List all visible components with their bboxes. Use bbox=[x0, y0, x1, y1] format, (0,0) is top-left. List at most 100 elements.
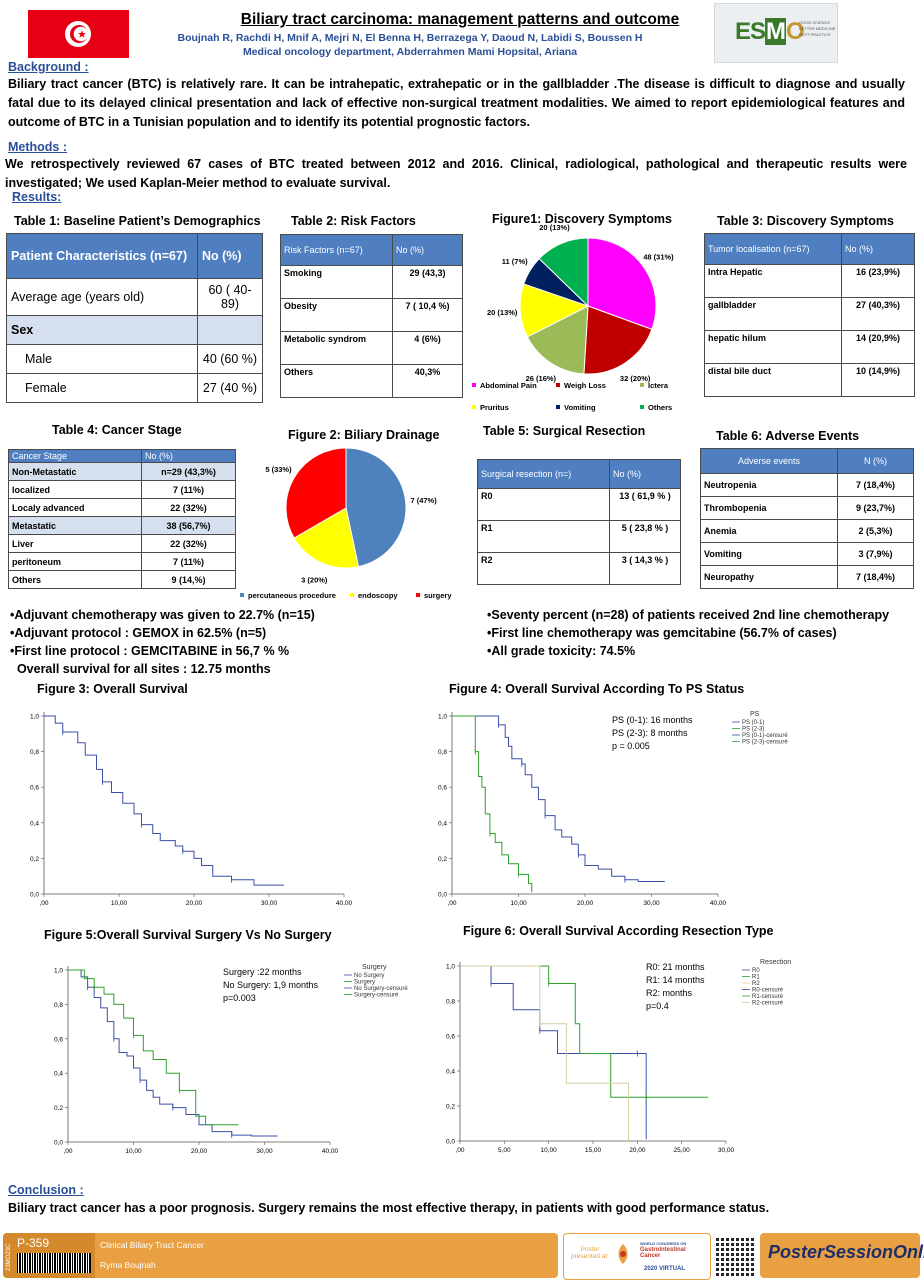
y-tick-label: 0,2 bbox=[54, 1105, 63, 1112]
legend-swatch bbox=[240, 593, 244, 597]
fig4-title: Figure 4: Overall Survival According To … bbox=[449, 682, 745, 696]
table3-cell: 10 (14,9%) bbox=[841, 363, 915, 397]
brand-text: PosterSessionOnline bbox=[768, 1242, 924, 1262]
footer-author: Ryma Boujnah bbox=[100, 1260, 156, 1270]
authors: Boujnah R, Rachdi H, Mnif A, Mejri N, El… bbox=[177, 32, 643, 44]
flag-emblem-icon bbox=[65, 21, 91, 47]
legend-label: R1-censuré bbox=[752, 994, 784, 1000]
table1-cell: 40 (60 %) bbox=[197, 344, 263, 374]
table3-cell: hepatic hilum bbox=[704, 330, 842, 364]
km-annotation: p = 0.005 bbox=[612, 741, 650, 751]
table3-cell: distal bile duct bbox=[704, 363, 842, 397]
table6-title: Table 6: Adverse Events bbox=[716, 429, 860, 443]
table1-cell: Male bbox=[6, 344, 198, 374]
y-tick-label: 0,4 bbox=[446, 1069, 455, 1076]
legend-label: Vomiting bbox=[564, 403, 596, 412]
table3-cell: Intra Hepatic bbox=[704, 264, 842, 298]
y-tick-label: 0,6 bbox=[54, 1036, 63, 1043]
footer-category: Clinical Biliary Tract Cancer bbox=[100, 1240, 204, 1250]
km-annotation: R0: 21 months bbox=[646, 962, 705, 972]
pie-slice-others bbox=[538, 237, 589, 308]
table1: Patient Characteristics (n=67) No (%) Ave… bbox=[6, 233, 263, 403]
results-heading: Results: bbox=[12, 190, 62, 204]
table6-header: Adverse events bbox=[700, 448, 838, 474]
table5-cell: 3 ( 14,3 % ) bbox=[609, 552, 681, 585]
x-tick-label: 30,00 bbox=[261, 900, 278, 907]
footer-bar: 23MO23C P-359 Clinical Biliary Tract Can… bbox=[3, 1233, 558, 1278]
x-tick-label: 40,00 bbox=[336, 900, 353, 907]
esmo-logo: ESMO GOOD SCIENCE BETTER MEDICINE BEST PRA… bbox=[714, 3, 838, 63]
fig3-km-chart: 0,0 0,2 0,4 0,6 0,8 1,0 ,00 10,00 20,00 30,00 40,0… bbox=[30, 712, 353, 907]
postersessiononline-brand[interactable]: PosterSessionOnline bbox=[760, 1233, 924, 1278]
legend-swatch bbox=[350, 593, 354, 597]
bullet: •First line protocol : GEMCITABINE in 56… bbox=[10, 644, 290, 658]
km-annotation: p=0.003 bbox=[223, 993, 256, 1003]
table2-cell: 40,3% bbox=[392, 364, 463, 398]
methods-text: We retrospectively reviewed 67 cases of … bbox=[5, 157, 907, 190]
km-annotation: No Surgery: 1,9 months bbox=[223, 980, 319, 990]
congress-logo: Poster presented at: WORLD CONGRESS ON Ga… bbox=[563, 1233, 711, 1280]
y-tick-label: 1,0 bbox=[54, 968, 63, 975]
table6-cell: Neuropathy bbox=[700, 565, 838, 589]
bullet: •Adjuvant protocol : GEMOX in 62.5% (n=5… bbox=[10, 626, 267, 640]
pie-data-label: 48 (31%) bbox=[643, 253, 674, 262]
qr-code-icon[interactable] bbox=[716, 1236, 756, 1276]
table4-cell: localized bbox=[8, 480, 142, 499]
table3-cell: 27 (40,3%) bbox=[841, 297, 915, 331]
table2-cell: 7 ( 10,4 %) bbox=[392, 298, 463, 332]
y-tick-label: 1,0 bbox=[446, 964, 455, 971]
table2: Risk Factors (n=67) No (%) Smoking 29 (43,… bbox=[280, 234, 463, 398]
table4-cell: Metastatic bbox=[8, 516, 142, 535]
table2-cell: Others bbox=[280, 364, 393, 398]
legend-label: percutaneous procedure bbox=[248, 591, 336, 600]
table1-cell: Sex bbox=[6, 315, 198, 345]
x-tick-label: 20,00 bbox=[191, 1148, 208, 1155]
table5-cell: R0 bbox=[477, 488, 610, 521]
table3-cell: gallbladder bbox=[704, 297, 842, 331]
y-tick-label: 0,8 bbox=[438, 749, 447, 756]
legend-label: Ictera bbox=[648, 381, 669, 390]
y-tick-label: 0,0 bbox=[54, 1140, 63, 1147]
fig4-km-chart: 0,0 0,2 0,4 0,6 0,8 1,0 ,00 10,00 20,00 30,00 40,0… bbox=[438, 711, 788, 907]
legend-label: R0 bbox=[752, 968, 760, 974]
legend-label: R0-censuré bbox=[752, 988, 784, 994]
pie-data-label: 7 (47%) bbox=[410, 496, 437, 505]
y-tick-label: 0,2 bbox=[30, 856, 39, 863]
km-annotation: Surgery :22 months bbox=[223, 967, 302, 977]
table5-header: No (%) bbox=[609, 459, 681, 489]
x-tick-label: 10,00 bbox=[125, 1148, 142, 1155]
legend-label: Surgery-censuré bbox=[354, 993, 399, 999]
y-tick-label: 0,4 bbox=[438, 820, 447, 827]
x-tick-label: 10,00 bbox=[111, 900, 128, 907]
table4-cell: Liver bbox=[8, 534, 142, 553]
table6-cell: 7 (18,4%) bbox=[837, 565, 914, 589]
x-tick-label: ,00 bbox=[447, 900, 456, 907]
pie-data-label: 32 (20%) bbox=[620, 374, 651, 383]
x-tick-label: ,00 bbox=[455, 1147, 464, 1154]
x-tick-label: ,00 bbox=[39, 900, 48, 907]
survival-curve bbox=[452, 715, 533, 893]
table6-cell: 9 (23,7%) bbox=[837, 496, 914, 520]
table3-header: Tumor localisation (n=67) bbox=[704, 233, 842, 265]
background-heading: Background : bbox=[8, 60, 89, 74]
x-tick-label: 40,00 bbox=[322, 1148, 339, 1155]
legend-label: No Surgery-censuré bbox=[354, 986, 408, 992]
table6-cell: Vomiting bbox=[700, 542, 838, 566]
table5-title: Table 5: Surgical Resection bbox=[483, 424, 646, 438]
pie-data-label: 20 (13%) bbox=[487, 308, 518, 317]
y-tick-label: 0,0 bbox=[30, 892, 39, 899]
pie-slice-surgery bbox=[285, 447, 347, 539]
table6-cell: Neutropenia bbox=[700, 473, 838, 497]
legend-label: Pruritus bbox=[480, 403, 509, 412]
km-annotation: PS (0-1): 16 months bbox=[612, 715, 693, 725]
results-bullets-left: •Adjuvant chemotherapy was given to 22.7… bbox=[10, 606, 315, 678]
footer-side-code: 23MO23C bbox=[6, 1243, 12, 1271]
legend-label: Weigh Loss bbox=[564, 381, 606, 390]
table4-title: Table 4: Cancer Stage bbox=[52, 423, 182, 437]
legend-label: R2-censuré bbox=[752, 1001, 784, 1007]
fig3-title: Figure 3: Overall Survival bbox=[37, 682, 188, 696]
x-tick-label: 20,00 bbox=[186, 900, 203, 907]
x-tick-label: 20,00 bbox=[577, 900, 594, 907]
poster-title: Biliary tract carcinoma: management patt… bbox=[240, 11, 680, 28]
y-tick-label: 0,8 bbox=[54, 1002, 63, 1009]
